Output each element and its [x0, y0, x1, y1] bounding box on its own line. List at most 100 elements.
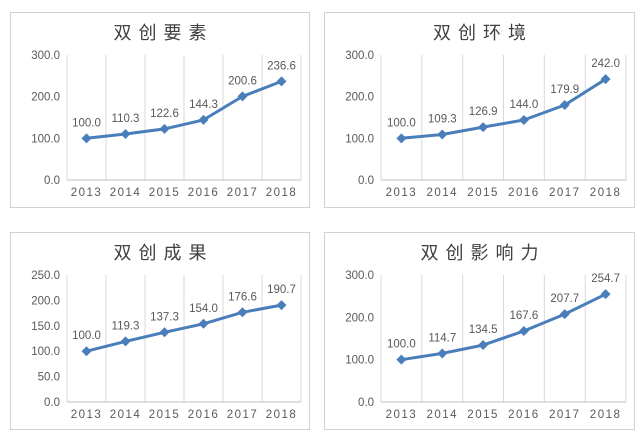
diamond-marker	[559, 100, 570, 111]
diamond-marker	[437, 129, 448, 140]
y-tick-label: 200.0	[345, 312, 374, 324]
y-tick-label: 100.0	[31, 346, 60, 358]
data-label: 179.9	[550, 84, 579, 96]
data-label: 122.6	[150, 108, 179, 120]
diamond-marker	[600, 289, 611, 300]
x-tick-label: 2017	[549, 409, 581, 421]
diamond-marker	[81, 346, 92, 357]
data-label: 100.0	[72, 117, 101, 129]
line-chart-svg: 0.0 50.0 100.0 150.0 200.0 250.0 2013 2014 2015 2…	[31, 270, 302, 421]
data-label: 242.0	[591, 58, 620, 70]
y-tick-label: 100.0	[31, 133, 60, 145]
diamond-marker	[120, 129, 131, 140]
x-tick-label: 2014	[427, 409, 459, 421]
data-label: 144.0	[510, 99, 539, 111]
y-tick-label: 0.0	[44, 397, 60, 409]
y-tick-label: 300.0	[31, 50, 60, 62]
chart-title-achievements: 双创成果	[113, 243, 214, 263]
diamond-marker	[559, 309, 570, 320]
chart-panel-factors: 双创要素 0.0 100.0 200.0 300.0 2013 2014 2015 2016 2…	[10, 12, 310, 208]
diamond-marker	[237, 91, 248, 102]
x-tick-label: 2018	[266, 187, 298, 199]
x-tick-label: 2017	[227, 187, 259, 199]
diamond-marker	[276, 300, 287, 311]
x-tick-label: 2013	[71, 187, 103, 199]
x-tick-label: 2016	[188, 187, 220, 199]
diamond-marker	[159, 123, 170, 134]
x-tick-label: 2014	[110, 187, 142, 199]
line-chart-achievements: 0.0 50.0 100.0 150.0 200.0 250.0 2013 2014 2015 2…	[11, 265, 309, 429]
y-tick-label: 200.0	[31, 295, 60, 307]
chart-title-factors: 双创要素	[113, 23, 214, 43]
data-label: 109.3	[428, 114, 457, 126]
data-label: 200.6	[228, 75, 257, 87]
x-tick-label: 2014	[110, 409, 142, 421]
x-tick-label: 2014	[427, 187, 459, 199]
data-label: 190.7	[267, 284, 296, 296]
y-tick-label: 0.0	[358, 397, 374, 409]
data-label: 110.3	[112, 113, 140, 125]
data-label: 236.6	[267, 60, 296, 72]
data-label: 207.7	[550, 293, 579, 305]
diamond-marker	[518, 326, 529, 337]
y-tick-label: 100.0	[345, 355, 374, 367]
chart-title-environment: 双创环境	[433, 23, 533, 43]
line-chart-svg: 0.0 100.0 200.0 300.0 2013 2014 2015 2016 2017 20…	[345, 270, 627, 421]
y-tick-label: 50.0	[38, 372, 60, 384]
x-tick-label: 2016	[508, 409, 540, 421]
series-line	[399, 77, 608, 140]
series-line	[85, 79, 283, 140]
y-tick-label: 200.0	[31, 92, 60, 104]
data-label: 167.6	[510, 310, 539, 322]
y-tick-label: 100.0	[345, 133, 374, 145]
chart-panel-influence: 双创影响力 0.0 100.0 200.0 300.0 2013 2014 2015 2016…	[324, 232, 635, 430]
diamond-marker	[600, 74, 611, 85]
x-tick-label: 2013	[386, 409, 418, 421]
diamond-marker	[237, 307, 248, 318]
diamond-marker	[518, 115, 529, 125]
x-tick-label: 2013	[386, 187, 418, 199]
data-label: 100.0	[387, 339, 416, 351]
x-tick-label: 2015	[467, 409, 499, 421]
x-tick-label: 2018	[590, 409, 622, 421]
y-tick-label: 150.0	[31, 321, 60, 333]
x-tick-label: 2015	[467, 187, 499, 199]
diamond-marker	[478, 122, 489, 133]
series-line	[85, 303, 283, 353]
diamond-marker	[198, 318, 209, 329]
x-tick-label: 2018	[266, 409, 298, 421]
x-tick-label: 2016	[188, 409, 220, 421]
data-label: 154.0	[189, 303, 218, 315]
diamond-marker	[396, 133, 407, 144]
x-tick-label: 2017	[227, 409, 259, 421]
diamond-marker	[396, 354, 407, 365]
x-tick-label: 2015	[149, 409, 181, 421]
y-tick-label: 250.0	[31, 270, 60, 282]
line-chart-environment: 0.0 100.0 200.0 300.0 2013 2014 2015 2016 2017 20…	[325, 45, 634, 207]
data-label: 126.9	[469, 106, 498, 118]
data-label: 100.0	[387, 117, 416, 129]
diamond-marker	[276, 76, 287, 87]
x-tick-label: 2016	[508, 187, 540, 199]
line-chart-factors: 0.0 100.0 200.0 300.0 2013 2014 2015 2016 2017 20…	[11, 45, 309, 207]
chart-title-influence: 双创影响力	[420, 243, 546, 263]
y-tick-label: 0.0	[358, 175, 374, 187]
y-tick-label: 300.0	[345, 50, 374, 62]
chart-panel-environment: 双创环境 0.0 100.0 200.0 300.0 2013 2014 2015 2016 2…	[324, 12, 635, 208]
data-label: 114.7	[428, 332, 456, 344]
x-tick-label: 2018	[590, 187, 622, 199]
line-chart-influence: 0.0 100.0 200.0 300.0 2013 2014 2015 2016 2017 20…	[325, 265, 634, 429]
chart-panel-achievements: 双创成果 0.0 50.0 100.0 150.0 200.0 250.0 2013 2014…	[10, 232, 310, 430]
x-tick-label: 2013	[71, 409, 103, 421]
x-tick-label: 2017	[549, 187, 581, 199]
data-label: 119.3	[112, 320, 140, 332]
diamond-marker	[120, 336, 131, 347]
data-label: 144.3	[189, 99, 218, 111]
diamond-marker	[437, 348, 448, 359]
diamond-marker	[478, 340, 489, 351]
y-tick-label: 200.0	[345, 92, 374, 104]
data-label: 176.6	[228, 291, 257, 303]
data-label: 254.7	[591, 273, 620, 285]
